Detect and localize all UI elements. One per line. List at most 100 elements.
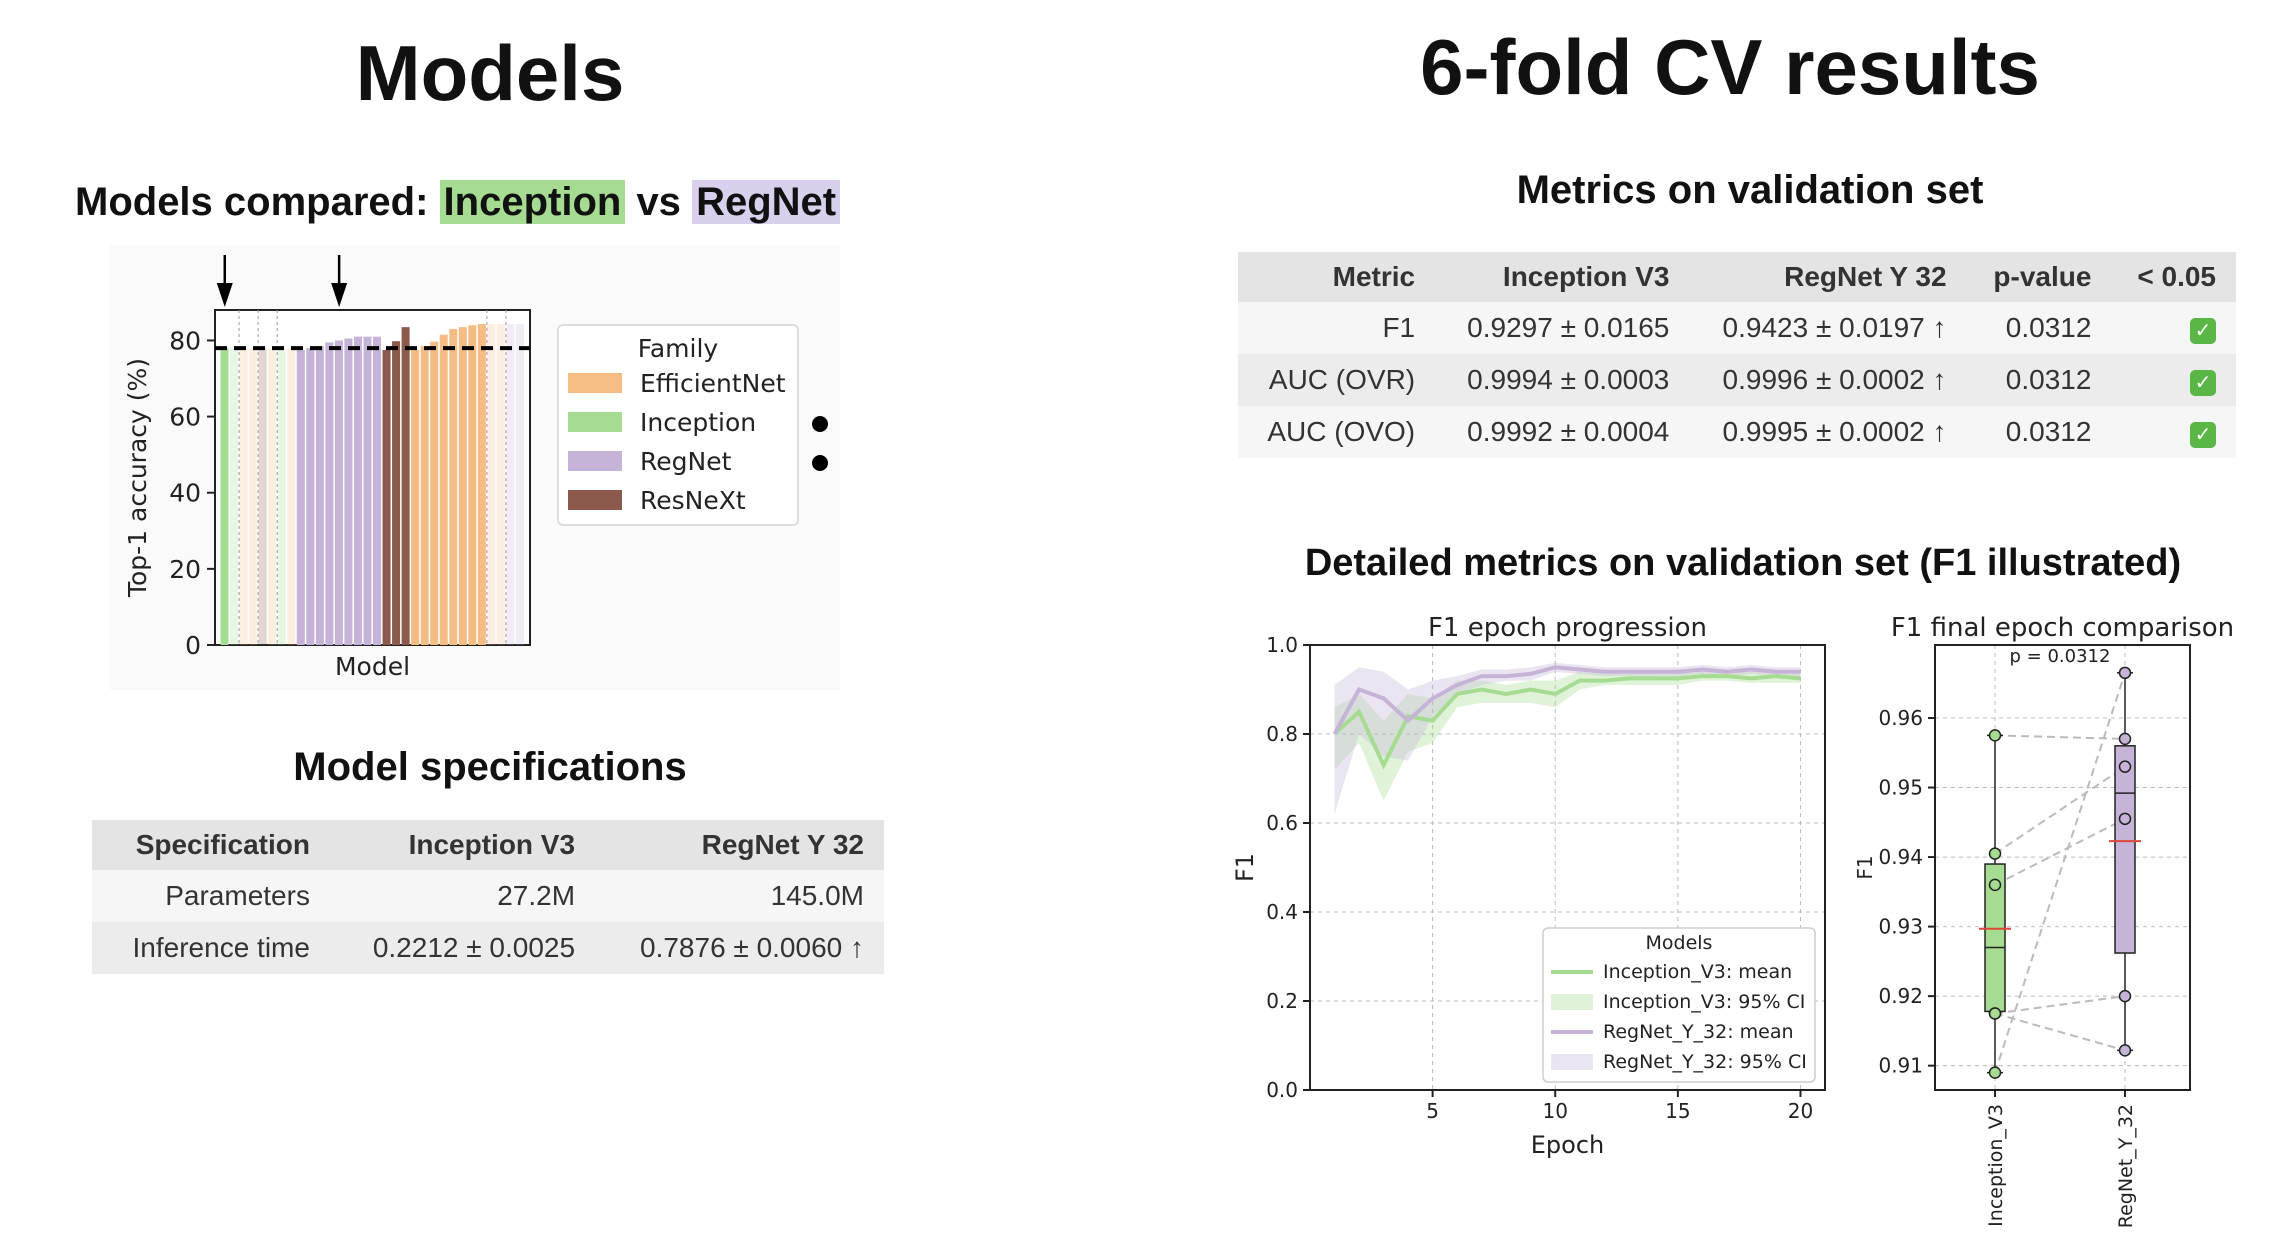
- pair-line: [1994, 672, 2126, 1073]
- bar-efficientnet: [430, 341, 439, 645]
- table-cell: 0.7876 ± 0.0060 ↑: [595, 922, 884, 974]
- pair-line: [1994, 817, 2126, 886]
- table-cell: 0.9995 ± 0.0002 ↑: [1689, 406, 1967, 458]
- models-compared-heading: Models compared: Inception vs RegNet: [75, 180, 915, 225]
- y-tick-label: 80: [169, 326, 201, 355]
- check-icon: ✓: [2190, 318, 2216, 344]
- table-cell: 0.0312: [1966, 406, 2112, 458]
- check-cell: ✓: [2111, 354, 2236, 406]
- table-cell: Inference time: [92, 922, 330, 974]
- table-cell: 0.9297 ± 0.0165: [1435, 302, 1690, 354]
- bar-resnext: [258, 348, 267, 645]
- y-tick-label: 0.2: [1266, 989, 1298, 1013]
- bar-efficientnet: [487, 324, 496, 645]
- bar-resnext: [401, 327, 410, 645]
- pair-line: [1994, 765, 2126, 855]
- chart-title: F1 final epoch comparison: [1891, 613, 2234, 643]
- check-cell: ✓: [2111, 302, 2236, 354]
- down-arrow-icon: [331, 283, 348, 307]
- legend-box: [1542, 927, 1816, 1083]
- bar-efficientnet: [411, 349, 420, 645]
- bar-efficientnet: [239, 348, 248, 645]
- data-point: [2118, 732, 2132, 746]
- legend-swatch: [568, 490, 622, 510]
- highlight-dot-icon: [812, 416, 828, 432]
- legend-label: Inception: [640, 408, 756, 437]
- legend-label: Inception_V3: mean: [1603, 961, 1792, 983]
- table-cell: 0.9996 ± 0.0002 ↑: [1689, 354, 1967, 406]
- plot-frame: [1934, 644, 2191, 1091]
- legend-label: ResNeXt: [640, 486, 746, 515]
- metrics-header: p-value: [1966, 252, 2112, 302]
- legend-label: RegNet_Y_32: mean: [1603, 1021, 1794, 1043]
- data-point: [2118, 666, 2132, 680]
- table-cell: 0.9994 ± 0.0003: [1435, 354, 1690, 406]
- y-tick-label: 0.96: [1878, 706, 1923, 730]
- x-tick-label: 15: [1665, 1099, 1690, 1123]
- table-cell: 0.0312: [1966, 354, 2112, 406]
- y-tick-label: 0.91: [1878, 1054, 1923, 1078]
- legend-swatch: [1551, 994, 1593, 1010]
- metrics-title: Metrics on validation set: [1516, 168, 1984, 212]
- bar-efficientnet: [449, 329, 458, 645]
- model-b-highlight: RegNet: [692, 180, 841, 224]
- legend-label: Inception_V3: 95% CI: [1603, 991, 1805, 1013]
- bar-regnet: [363, 336, 372, 645]
- y-axis-label: Top-1 accuracy (%): [123, 358, 152, 598]
- y-tick-label: 0: [185, 631, 201, 660]
- table-cell: 0.2212 ± 0.0025: [329, 922, 596, 974]
- table-row: AUC (OVR) 0.9994 ± 0.0003 0.9996 ± 0.000…: [1238, 354, 2236, 406]
- ci-band: [1334, 671, 1801, 801]
- data-point: [2118, 812, 2132, 826]
- bar-efficientnet: [458, 327, 467, 645]
- legend-swatch: [568, 412, 622, 432]
- y-axis-label: F1: [1853, 855, 1877, 879]
- compared-sep: vs: [636, 180, 681, 224]
- table-cell: Parameters: [92, 870, 330, 922]
- model-a-highlight: Inception: [439, 180, 626, 224]
- bar-efficientnet: [439, 334, 448, 645]
- highlight-dot-icon: [812, 455, 828, 471]
- left-title: Models: [355, 29, 625, 117]
- legend-swatch: [1551, 1054, 1593, 1070]
- legend-swatch: [568, 373, 622, 393]
- data-point: [1988, 1007, 2002, 1020]
- data-point: [1988, 847, 2002, 860]
- bar-efficientnet: [287, 348, 296, 645]
- bar-regnet: [506, 324, 515, 645]
- y-axis-label: F1: [1231, 853, 1259, 882]
- spec-title: Model specifications: [293, 745, 687, 789]
- bar-efficientnet: [420, 346, 429, 645]
- bar-efficientnet: [468, 325, 477, 645]
- bar-resnext: [382, 349, 391, 645]
- y-tick-label: 0.93: [1878, 915, 1923, 939]
- bar-inception: [220, 348, 229, 645]
- legend-title: Family: [638, 334, 719, 363]
- bar-regnet: [325, 342, 334, 645]
- x-axis-label: Epoch: [1531, 1131, 1605, 1159]
- compared-prefix: Models compared:: [75, 180, 429, 224]
- x-axis-label: Model: [335, 652, 410, 681]
- y-tick-label: 0.8: [1266, 722, 1298, 746]
- spec-table: Specification Inception V3 RegNet Y 32 P…: [92, 820, 884, 974]
- y-tick-label: 0.94: [1878, 845, 1923, 869]
- pair-line: [1994, 1012, 2126, 1052]
- data-point: [1988, 1066, 2002, 1079]
- spec-header: Inception V3: [329, 820, 596, 870]
- table-cell: 145.0M: [595, 870, 884, 922]
- bar-regnet: [344, 338, 353, 645]
- right-title: 6-fold CV results: [1420, 23, 2040, 111]
- check-icon: ✓: [2190, 370, 2216, 396]
- y-tick-label: 0.0: [1266, 1078, 1298, 1102]
- legend-label: RegNet_Y_32: 95% CI: [1603, 1051, 1807, 1073]
- legend-label: EfficientNet: [640, 369, 786, 398]
- table-row: Inference time 0.2212 ± 0.0025 0.7876 ± …: [92, 922, 884, 974]
- bar-resnext: [392, 341, 401, 645]
- plot-frame: [1309, 644, 1826, 1091]
- x-tick-label: 5: [1426, 1099, 1439, 1123]
- y-tick-label: 40: [169, 479, 201, 508]
- ci-band: [1334, 662, 1801, 815]
- table-cell: AUC (OVO): [1238, 406, 1436, 458]
- bar-efficientnet: [268, 348, 277, 645]
- table-cell: 27.2M: [329, 870, 596, 922]
